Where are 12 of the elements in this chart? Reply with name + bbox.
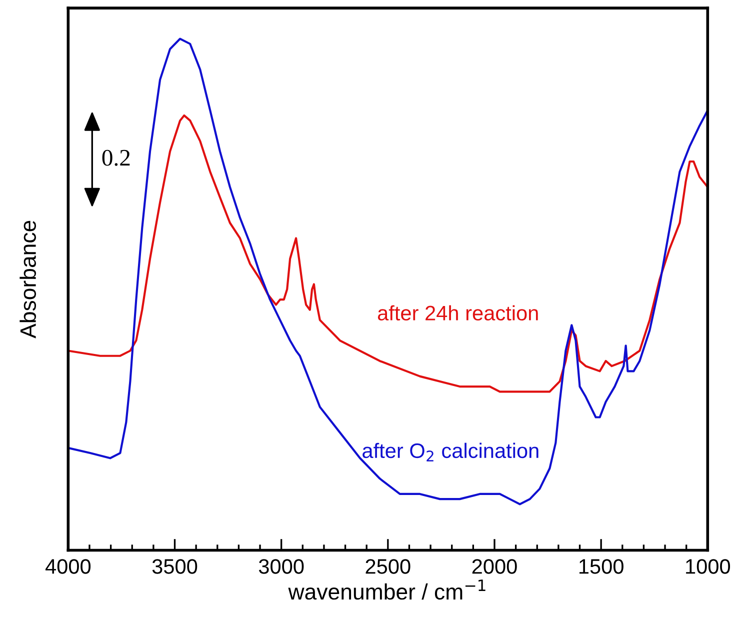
annotation: 0.2 bbox=[102, 150, 130, 166]
x-tick-label: 4000 bbox=[45, 559, 91, 574]
x-tick-label: 3000 bbox=[258, 559, 304, 574]
x-tick-label: 1500 bbox=[579, 559, 624, 574]
series-label: after O$_{2}$ calcination bbox=[362, 442, 538, 462]
x-tick-label: 2500 bbox=[366, 559, 410, 574]
x-tick-label: 1000 bbox=[686, 559, 730, 574]
y-axis-title: Absorbance bbox=[20, 220, 36, 338]
series-label: after 24h reaction bbox=[378, 305, 538, 321]
x-tick-label: 3500 bbox=[152, 559, 198, 574]
x-tick-label: 2000 bbox=[472, 559, 517, 574]
x-axis-title: wavenumber / cm$^{−1}$ bbox=[288, 580, 486, 600]
